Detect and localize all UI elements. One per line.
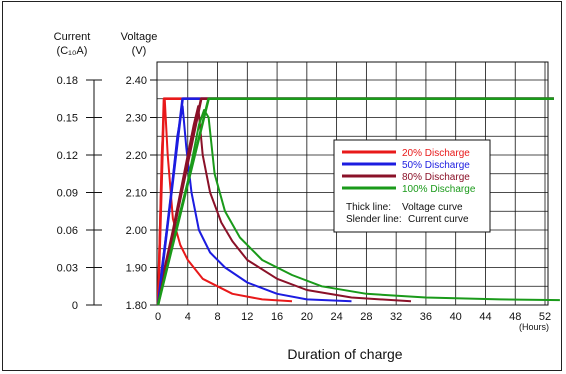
legend-label: 100% Discharge (402, 184, 476, 195)
current-curve-4 (157, 109, 560, 302)
x-tick-label: 52 (539, 311, 551, 323)
voltage-tick-label: 1.80 (126, 300, 147, 312)
note-thick-value: Voltage curve (402, 202, 463, 213)
voltage-tick-label: 2.00 (126, 225, 147, 237)
x-tick-label: 4 (185, 311, 191, 323)
x-axis-label: Duration of charge (287, 346, 402, 362)
current-tick-label: 0.15 (57, 113, 78, 125)
current-tick-label: 0.18 (57, 75, 78, 87)
x-tick-label: 16 (271, 311, 283, 323)
voltage-axis-unit: (V) (132, 45, 147, 57)
voltage-axis-ticks: 1.80 1.90 2.00 2.10 2.20 2.30 2.40 (126, 75, 157, 312)
current-tick-label: 0.09 (57, 188, 78, 200)
note-slender-label: Slender line: (346, 214, 402, 225)
current-tick-label: 0.06 (57, 225, 78, 237)
plot-border (156, 61, 549, 306)
x-tick-label: 0 (155, 311, 161, 323)
current-axis-unit: (C₁₀A) (57, 45, 88, 57)
series-layer (156, 97, 560, 306)
voltage-tick-label: 1.90 (126, 263, 147, 275)
voltage-tick-label: 2.40 (126, 75, 147, 87)
x-tick-label: 12 (241, 311, 253, 323)
x-tick-label: 36 (420, 311, 432, 323)
x-tick-label: 24 (330, 311, 342, 323)
current-tick-label: 0.12 (57, 150, 78, 162)
voltage-tick-label: 2.20 (126, 150, 147, 162)
voltage-axis-title: Voltage (121, 31, 158, 43)
current-curve-3 (157, 105, 412, 303)
note-thick-label: Thick line: (346, 202, 391, 213)
x-tick-label: 28 (360, 311, 372, 323)
current-axis-ticks: 0 0.03 0.06 0.09 0.12 0.15 0.18 (57, 75, 102, 312)
x-tick-label: 32 (390, 311, 402, 323)
x-tick-label: 8 (214, 311, 220, 323)
voltage-tick-label: 2.30 (126, 113, 147, 125)
x-axis-ticks: 0 4 8 12 16 20 24 28 32 36 40 44 48 52 (155, 311, 551, 323)
current-axis-title: Current (54, 31, 91, 43)
current-tick-label: 0 (72, 300, 78, 312)
legend-box (333, 139, 491, 233)
voltage-curve-4 (156, 97, 554, 306)
note-slender-value: Current curve (408, 214, 469, 225)
x-tick-label: 40 (450, 311, 462, 323)
legend-label: 20% Discharge (402, 148, 470, 159)
legend-label: 50% Discharge (402, 160, 470, 171)
legend-label: 80% Discharge (402, 172, 470, 183)
voltage-tick-label: 2.10 (126, 188, 147, 200)
x-tick-label: 20 (301, 311, 313, 323)
x-axis-unit: (Hours) (519, 322, 549, 332)
x-tick-label: 44 (479, 311, 491, 323)
x-tick-label: 48 (509, 311, 521, 323)
current-tick-label: 0.03 (57, 263, 78, 275)
